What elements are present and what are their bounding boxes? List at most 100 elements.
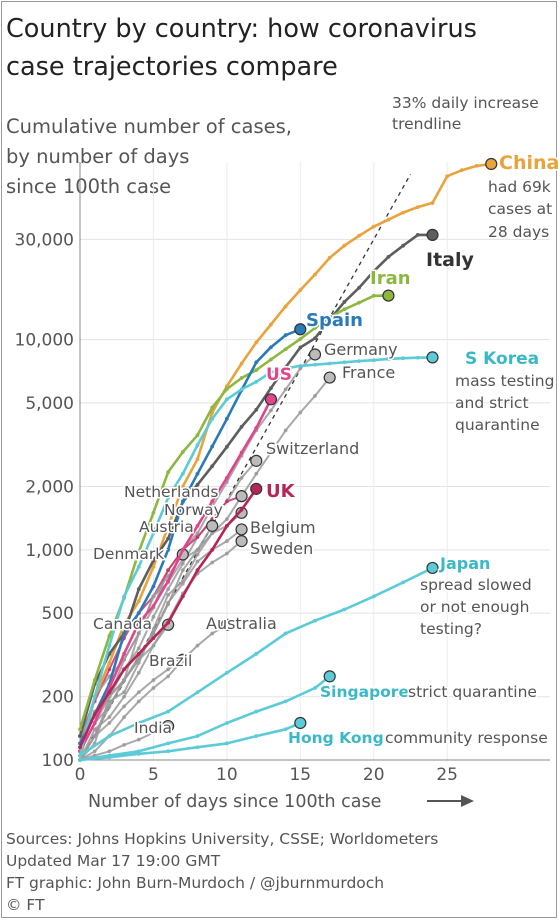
end-marker-s-korea (426, 351, 439, 364)
data-point-italy-22 (401, 243, 406, 248)
data-point-switzerland-4 (136, 646, 141, 651)
series-label-china: China (499, 152, 558, 174)
data-point-germany-9 (210, 505, 215, 509)
data-point-sweden-9 (210, 560, 215, 565)
series-note-china-1: cases at (488, 200, 552, 218)
data-point-uk-11 (239, 507, 244, 512)
data-point-canada-3 (122, 678, 126, 682)
data-point-hong-kong-3 (166, 749, 171, 754)
x-tick-label-5: 5 (148, 765, 159, 785)
series-line-singapore (79, 675, 331, 762)
end-marker-belgium (235, 523, 248, 536)
data-point-france-13 (269, 450, 273, 455)
data-point-uk-3 (122, 667, 126, 672)
data-point-s-korea-17 (327, 361, 332, 366)
data-point-iran-16 (313, 326, 317, 330)
end-marker-sweden (235, 535, 248, 548)
data-point-uk-6 (166, 620, 171, 625)
series-line-spain (78, 328, 301, 744)
data-point-us-7 (180, 547, 185, 552)
y-tick-label-5000: 5,000 (25, 394, 74, 414)
data-point-china-26 (459, 168, 464, 173)
data-point-italy-20 (371, 269, 376, 274)
data-point-china-2 (107, 660, 112, 665)
data-point-italy-8 (195, 482, 200, 487)
x-tick-label-10: 10 (216, 765, 238, 785)
data-point-s-korea-4 (136, 564, 141, 569)
data-point-brazil-3 (122, 704, 126, 709)
data-point-sweden-1 (92, 727, 97, 732)
series-label-switzerland: Switzerland (266, 439, 359, 458)
data-point-denmark-5 (151, 594, 156, 599)
end-marker-japan (426, 561, 439, 575)
series-note-japan-1: or not enough (420, 598, 529, 616)
data-point-japan-10 (371, 594, 376, 599)
end-marker-canada (162, 618, 175, 631)
end-marker-iran (382, 289, 395, 302)
footer-graphic-credit: FT graphic: John Burn-Murdoch / @jburnmu… (6, 874, 385, 892)
end-marker-germany (308, 348, 322, 361)
data-point-us-5 (151, 604, 156, 608)
series-label-singapore: Singapore (320, 683, 409, 701)
data-point-france-8 (195, 552, 200, 557)
series-label-belgium: Belgium (250, 518, 316, 537)
data-point-china-18 (342, 243, 347, 248)
data-point-s-korea-1 (92, 694, 97, 699)
data-point-iran-17 (327, 315, 332, 320)
data-point-belgium-10 (224, 539, 229, 544)
data-point-australia-3 (122, 715, 126, 719)
data-point-spain-8 (195, 471, 200, 476)
data-point-uk-1 (92, 712, 97, 717)
data-point-china-24 (430, 201, 435, 205)
data-point-sweden-4 (136, 670, 141, 675)
data-point-spain-14 (283, 333, 288, 338)
subtitle-line-1: Cumulative number of cases, (6, 115, 292, 138)
data-point-canada-4 (136, 657, 141, 662)
data-point-hong-kong-6 (254, 734, 259, 738)
x-axis-label: Number of days since 100th case (88, 792, 381, 812)
series-label-denmark: Denmark (93, 545, 164, 563)
data-point-spain-13 (269, 345, 273, 350)
series-label-sweden: Sweden (250, 539, 313, 558)
series-label-iran: Iran (370, 268, 411, 289)
data-point-china-27 (474, 163, 479, 168)
data-point-china-13 (269, 322, 273, 327)
data-point-switzerland-11 (239, 475, 244, 480)
series-label-germany: Germany (324, 340, 398, 359)
data-point-uk-4 (136, 651, 141, 656)
series-note-china-2: 28 days (488, 223, 549, 241)
data-point-singapore-8 (313, 686, 317, 690)
chart-footer: Sources: Johns Hopkins University, CSSE;… (6, 828, 438, 916)
data-point-s-korea-20 (371, 358, 376, 363)
y-tick-label-1000: 1,000 (25, 541, 74, 561)
series-note-s-korea-1: and strict (455, 394, 529, 412)
data-point-switzerland-6 (166, 587, 171, 592)
series-line-us (78, 398, 273, 752)
data-point-austria-8 (195, 547, 200, 552)
data-point-iran-2 (107, 633, 112, 638)
data-point-uk-8 (195, 568, 200, 573)
series-note-japan-2: testing? (420, 620, 482, 638)
data-point-germany-14 (283, 387, 288, 392)
data-point-italy-5 (151, 558, 156, 563)
data-point-iran-0 (78, 727, 82, 732)
data-point-s-korea-6 (166, 495, 171, 500)
series-line-iran (78, 294, 389, 730)
data-point-uk-10 (224, 523, 229, 528)
data-point-spain-3 (122, 631, 126, 636)
end-marker-norway (235, 506, 248, 519)
y-tick-label-30000: 30,000 (15, 230, 74, 250)
data-point-italy-4 (136, 587, 141, 592)
data-point-spain-7 (180, 499, 185, 504)
end-marker-netherlands (235, 490, 248, 503)
end-marker-hong-kong (294, 716, 307, 730)
y-tick-label-100: 100 (42, 751, 74, 771)
series-line-sweden (79, 540, 243, 761)
data-point-china-22 (401, 210, 406, 215)
y-tick-label-500: 500 (42, 604, 74, 624)
series-label-hong-kong: Hong Kong (288, 729, 384, 747)
end-marker-us (264, 393, 278, 406)
data-point-france-16 (313, 393, 317, 398)
data-point-s-korea-15 (298, 363, 303, 368)
trajectory-chart: 100 200 500 1,000 2,000 5,000 10,000 30,000 0 5 10… (15, 94, 558, 812)
